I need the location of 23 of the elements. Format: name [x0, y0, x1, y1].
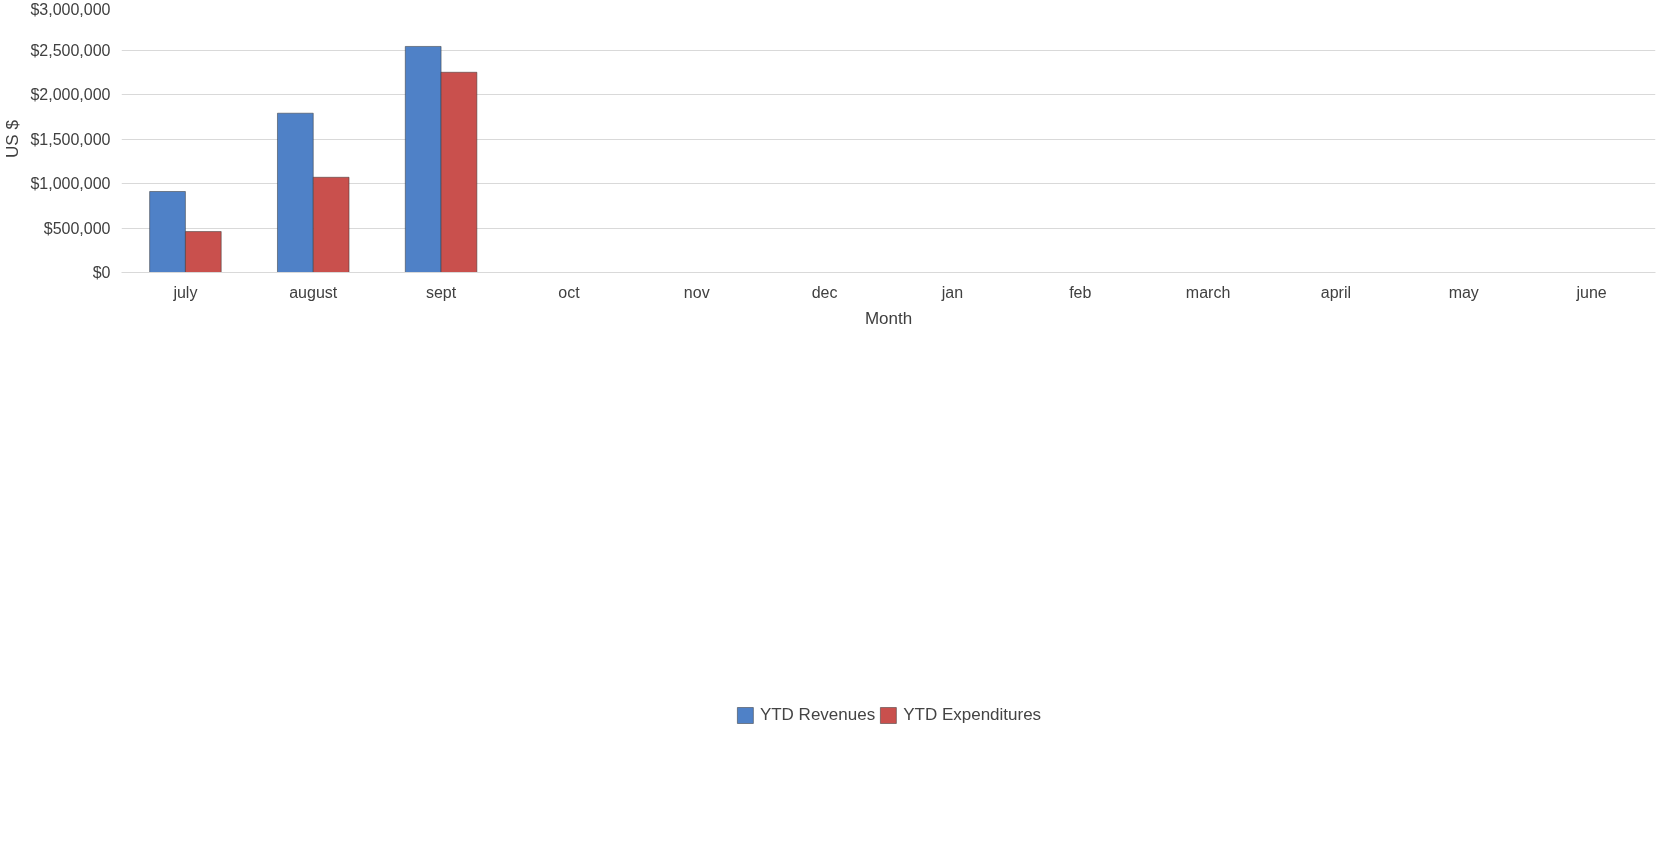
- x-tick-label: jan: [940, 283, 964, 301]
- x-tick-label: june: [1575, 283, 1607, 301]
- x-tick-label: march: [1185, 283, 1231, 301]
- x-axis-title: Month: [864, 308, 913, 328]
- y-axis-title: US $: [3, 119, 23, 158]
- y-tick-label: $2,000,000: [30, 86, 111, 103]
- legend-label: YTD Expenditures: [903, 705, 1042, 725]
- x-tick-label: nov: [683, 283, 710, 301]
- legend-label: YTD Revenues: [759, 705, 876, 725]
- x-tick-label: feb: [1069, 283, 1092, 301]
- y-tick-label: $1,500,000: [30, 130, 111, 148]
- x-tick-label: august: [289, 283, 338, 301]
- x-tick-label: may: [1448, 283, 1479, 301]
- x-tick-label: sept: [425, 283, 457, 301]
- y-tick-label: $0: [92, 264, 111, 281]
- x-tick-label: july: [172, 283, 198, 301]
- y-tick-label: $500,000: [43, 219, 111, 237]
- y-tick-label: $2,500,000: [30, 41, 111, 59]
- x-tick-label: dec: [811, 283, 838, 301]
- x-tick-label: april: [1320, 283, 1352, 301]
- x-tick-label: oct: [558, 283, 581, 301]
- y-tick-label: $3,000,000: [30, 0, 111, 18]
- y-tick-label: $1,000,000: [30, 175, 111, 192]
